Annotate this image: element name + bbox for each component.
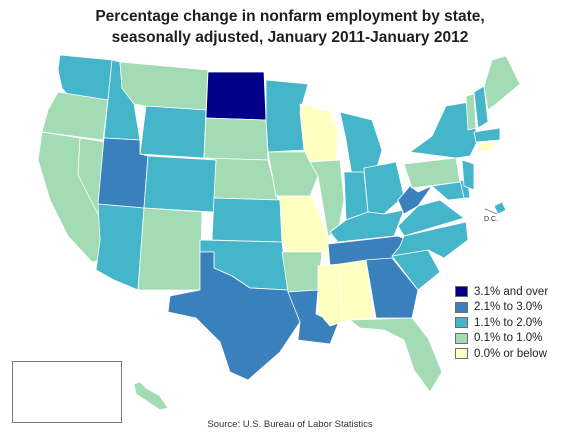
state-ky	[329, 209, 405, 243]
state-ri	[487, 141, 495, 151]
dc-leader-line	[484, 208, 498, 215]
legend-item: 2.1% to 3.0%	[455, 300, 548, 316]
map-title: Percentage change in nonfarm employment …	[0, 6, 580, 48]
state-ga	[365, 257, 419, 319]
legend-swatch	[455, 301, 468, 313]
alaska-hawaii-inset	[12, 361, 122, 423]
state-ma	[473, 127, 501, 143]
state-nm	[137, 207, 203, 291]
state-co	[143, 155, 217, 213]
title-line-2: seasonally adjusted, January 2011-Januar…	[111, 29, 469, 46]
state-ar	[281, 251, 323, 293]
state-vt	[465, 93, 477, 131]
state-az	[95, 203, 145, 291]
dc-label: D.C.	[484, 216, 498, 223]
legend-label: 0.0% or below	[474, 347, 547, 360]
legend-item: 0.1% to 1.0%	[455, 331, 548, 347]
legend-item: 3.1% and over	[455, 284, 548, 300]
state-nd	[205, 71, 267, 121]
state-mt	[119, 61, 209, 111]
legend-swatch	[455, 286, 468, 298]
legend-swatch	[455, 348, 468, 360]
state-ms	[317, 263, 343, 327]
title-line-1: Percentage change in nonfarm employment …	[95, 8, 485, 25]
legend-item: 0.0% or below	[455, 346, 548, 362]
legend: 3.1% and over 2.1% to 3.0% 1.1% to 2.0% …	[455, 284, 548, 362]
state-wy	[139, 105, 207, 159]
legend-label: 3.1% and over	[474, 285, 549, 298]
legend-label: 2.1% to 3.0%	[474, 301, 543, 314]
state-wi	[299, 103, 339, 163]
state-dc	[493, 201, 507, 215]
state-or	[41, 91, 109, 141]
legend-swatch	[455, 317, 468, 329]
state-nc	[391, 221, 469, 259]
state-ks	[211, 197, 283, 243]
state-nj	[461, 159, 475, 191]
state-tx	[167, 251, 301, 381]
state-me	[483, 55, 521, 111]
state-nh	[473, 85, 489, 129]
state-hi	[133, 381, 169, 411]
state-oh	[363, 161, 405, 215]
legend-swatch	[455, 332, 468, 344]
state-al	[339, 259, 375, 323]
state-va	[397, 199, 465, 237]
state-sd	[203, 117, 269, 161]
legend-label: 0.1% to 1.0%	[474, 332, 543, 345]
legend-label: 1.1% to 2.0%	[474, 316, 543, 329]
legend-item: 1.1% to 2.0%	[455, 315, 548, 331]
state-fl	[349, 317, 443, 393]
source-note: Source: U.S. Bureau of Labor Statistics	[207, 419, 373, 430]
state-ia	[267, 151, 319, 197]
state-mo	[275, 195, 331, 253]
state-in	[343, 171, 369, 221]
